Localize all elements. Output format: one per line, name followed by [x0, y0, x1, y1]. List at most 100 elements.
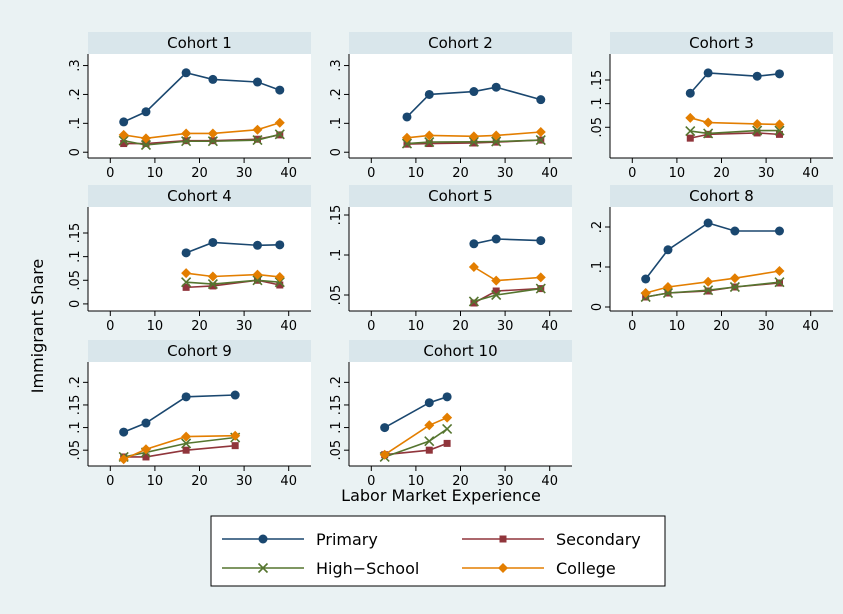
data-point-highschool	[274, 129, 285, 140]
data-point-college	[274, 271, 285, 282]
series-primary	[641, 218, 784, 284]
data-point-highschool	[468, 136, 479, 147]
panel-title: Cohort 2	[428, 34, 493, 52]
x-tick-label: 0	[628, 166, 636, 181]
data-point-primary	[641, 274, 651, 284]
data-point-highschool	[442, 423, 453, 434]
data-point-primary	[469, 87, 479, 97]
series-highschool	[401, 135, 546, 149]
x-tick-label: 20	[452, 474, 469, 489]
x-tick-label: 30	[758, 319, 775, 334]
data-point-highschool	[685, 125, 696, 137]
y-tick-label: .15	[68, 223, 83, 244]
data-point-primary	[442, 392, 452, 402]
data-point-college	[181, 128, 192, 139]
data-point-primary	[730, 226, 740, 236]
panel-strip	[610, 32, 833, 54]
data-point-primary	[181, 68, 191, 78]
data-point-highschool	[181, 277, 192, 288]
data-point-highschool	[468, 296, 479, 307]
data-point-secondary	[276, 281, 284, 289]
panel-strip	[610, 185, 833, 207]
data-point-highschool	[491, 136, 502, 147]
series-highschool	[118, 129, 285, 151]
data-point-college	[703, 117, 714, 128]
data-point-secondary	[142, 453, 150, 461]
data-point-highschool	[535, 135, 546, 146]
panel-title: Cohort 8	[689, 187, 754, 205]
data-point-primary	[685, 88, 695, 98]
data-point-college	[207, 271, 218, 282]
series-line-college	[690, 117, 780, 126]
legend-label-secondary: Secondary	[556, 530, 641, 549]
data-point-college	[468, 262, 479, 272]
y-tick-label: .05	[329, 440, 344, 461]
series-line-primary	[689, 72, 780, 94]
x-tick-label: 40	[280, 319, 297, 334]
data-point-secondary	[182, 446, 190, 454]
data-point-highschool	[252, 275, 263, 286]
data-point-college	[685, 112, 696, 123]
data-point-college	[640, 288, 651, 298]
data-point-primary	[536, 236, 546, 246]
data-point-highschool	[703, 285, 714, 296]
data-point-primary	[424, 398, 434, 408]
series-primary	[380, 392, 452, 433]
data-point-college	[774, 266, 785, 276]
data-point-college	[468, 131, 479, 142]
y-tick-label: .1	[329, 249, 344, 261]
panel-title: Cohort 10	[423, 342, 497, 360]
panel-5: Cohort 5 0 10 20 30 40 .05 .1 .15	[329, 185, 572, 334]
data-point-college	[207, 128, 218, 139]
series-line-college	[123, 434, 236, 460]
y-tick-label: .2	[68, 88, 83, 100]
data-point-highschool	[181, 136, 192, 147]
panel-strip	[88, 32, 311, 54]
series-line-college	[186, 272, 280, 278]
series-college	[181, 268, 285, 282]
y-tick-label: .1	[329, 421, 344, 433]
y-tick-label: .15	[329, 205, 344, 226]
series-highschool	[379, 423, 453, 463]
series-highschool	[181, 275, 285, 290]
y-tick-label: 0	[68, 148, 83, 156]
x-tick-label: 0	[106, 166, 114, 181]
data-point-highschool	[535, 283, 546, 294]
series-primary	[402, 82, 546, 122]
x-tick-label: 40	[541, 166, 558, 181]
legend-item-secondary: Secondary	[462, 530, 641, 549]
x-tick-label: 40	[280, 166, 297, 181]
x-tick-label: 30	[497, 474, 514, 489]
data-point-primary	[424, 89, 434, 99]
x-tick-label: 40	[802, 166, 819, 181]
y-axis-title: Immigrant Share	[28, 259, 47, 394]
data-point-highschool	[274, 277, 285, 288]
data-point-secondary	[470, 139, 478, 147]
data-point-secondary	[231, 442, 239, 450]
legend-item-highschool: High−School	[222, 559, 419, 578]
data-point-primary	[380, 423, 390, 433]
series-college	[640, 266, 785, 298]
legend: Primary Secondary High−School College	[210, 515, 666, 587]
x-tick-label: 20	[713, 166, 730, 181]
series-primary	[119, 390, 240, 437]
data-point-college	[535, 127, 546, 137]
data-point-primary	[208, 237, 218, 247]
data-point-primary	[141, 418, 151, 428]
legend-box	[210, 515, 666, 587]
data-point-college	[379, 449, 390, 460]
legend-marker-primary	[258, 534, 268, 544]
data-point-college	[662, 282, 673, 292]
data-point-primary	[252, 77, 262, 87]
data-point-secondary	[142, 140, 150, 148]
x-tick-label: 0	[106, 474, 114, 489]
data-point-highschool	[662, 287, 674, 299]
series-primary	[181, 237, 285, 258]
plot-area	[349, 362, 572, 466]
x-tick-label: 0	[628, 319, 636, 334]
plot-area	[610, 54, 833, 158]
data-point-primary	[181, 392, 191, 402]
data-point-primary	[774, 226, 784, 236]
x-tick-label: 10	[147, 474, 164, 489]
data-point-highschool	[424, 436, 435, 447]
